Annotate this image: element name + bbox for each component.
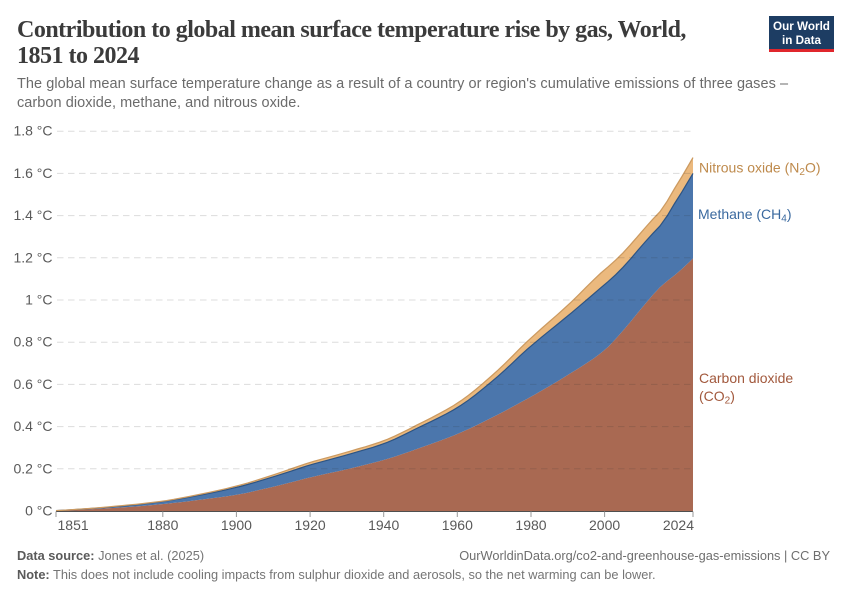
svg-text:1.8 °C: 1.8 °C xyxy=(13,123,52,139)
svg-text:0.4 °C: 0.4 °C xyxy=(13,418,52,434)
svg-text:0.8 °C: 0.8 °C xyxy=(13,334,52,350)
svg-text:1940: 1940 xyxy=(368,517,399,533)
svg-text:1980: 1980 xyxy=(515,517,546,533)
svg-text:2000: 2000 xyxy=(589,517,620,533)
svg-text:2024: 2024 xyxy=(663,517,694,533)
svg-text:1 °C: 1 °C xyxy=(25,292,52,308)
svg-text:0.6 °C: 0.6 °C xyxy=(13,376,52,392)
svg-text:(CO2): (CO2) xyxy=(699,388,735,407)
svg-text:1.2 °C: 1.2 °C xyxy=(13,249,52,265)
svg-text:1880: 1880 xyxy=(147,517,178,533)
svg-text:Methane (CH4): Methane (CH4) xyxy=(698,206,792,225)
svg-text:Carbon dioxide: Carbon dioxide xyxy=(699,370,793,386)
svg-text:1960: 1960 xyxy=(442,517,473,533)
svg-text:1.4 °C: 1.4 °C xyxy=(13,207,52,223)
svg-text:1.6 °C: 1.6 °C xyxy=(13,165,52,181)
svg-text:1900: 1900 xyxy=(221,517,252,533)
svg-text:1920: 1920 xyxy=(295,517,326,533)
svg-text:0 °C: 0 °C xyxy=(25,503,52,519)
svg-text:Nitrous oxide (N2O): Nitrous oxide (N2O) xyxy=(699,160,821,179)
svg-text:1851: 1851 xyxy=(58,517,89,533)
svg-text:0.2 °C: 0.2 °C xyxy=(13,460,52,476)
